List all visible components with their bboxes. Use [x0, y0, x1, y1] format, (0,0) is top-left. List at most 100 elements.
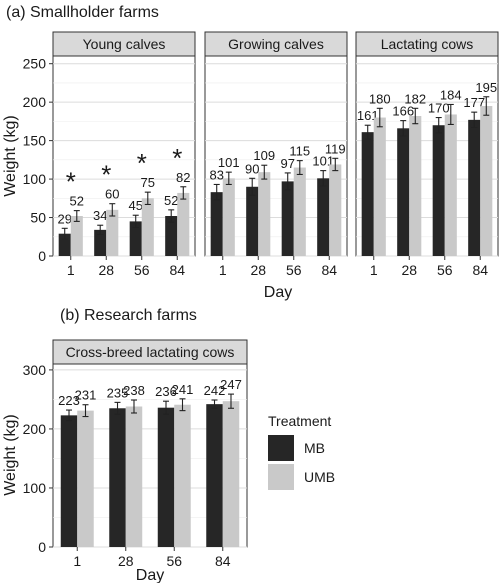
- y-tick-label: 100: [23, 171, 47, 187]
- bar-mb: [165, 216, 178, 256]
- bar-umb: [70, 216, 83, 256]
- panel-a-title: (a) Smallholder farms: [6, 4, 159, 21]
- y-axis-title-b: Weight (kg): [2, 414, 19, 496]
- y-tick-label: 150: [23, 133, 47, 149]
- significance-marker: *: [101, 160, 111, 190]
- x-tick-label: 56: [166, 553, 182, 569]
- x-tick-label: 1: [219, 262, 227, 278]
- facet-strip: [355, 31, 499, 57]
- panel-1: Growing calves18310128901095697115841011…: [204, 31, 348, 278]
- y-tick-label: 0: [38, 248, 46, 264]
- data-label: 34: [93, 208, 107, 223]
- data-label: 170: [428, 101, 450, 116]
- bar-umb: [106, 209, 119, 256]
- data-label: 101: [218, 155, 240, 170]
- data-label: 195: [475, 80, 497, 95]
- data-label: 161: [357, 108, 379, 123]
- data-label: 45: [128, 198, 142, 213]
- data-label: 97: [280, 156, 294, 171]
- bar-mb: [206, 404, 223, 547]
- legend: Treatment MB UMB: [268, 413, 335, 490]
- legend-label-umb: UMB: [304, 469, 335, 485]
- data-label: 82: [176, 170, 190, 185]
- panel-0: Young calves05010015020025012952*283460*…: [23, 31, 196, 278]
- data-label: 90: [245, 161, 259, 176]
- data-label: 83: [209, 167, 223, 182]
- x-tick-label: 84: [472, 262, 488, 278]
- data-label: 75: [141, 175, 155, 190]
- bar-mb: [109, 408, 126, 547]
- y-tick-label: 200: [23, 421, 47, 437]
- bar-umb: [409, 116, 422, 256]
- bar-umb: [258, 172, 271, 256]
- x-tick-label: 28: [401, 262, 417, 278]
- data-label: 60: [105, 187, 119, 202]
- bar-mb: [432, 125, 445, 256]
- data-label: 101: [312, 154, 334, 169]
- data-label: 180: [369, 91, 391, 106]
- x-tick-label: 84: [321, 262, 337, 278]
- bar-umb: [222, 401, 240, 547]
- x-tick-label: 84: [169, 262, 185, 278]
- y-tick-label: 100: [23, 480, 47, 496]
- data-label: 177: [463, 95, 485, 110]
- bar-mb: [317, 178, 330, 256]
- bar-umb: [177, 192, 190, 256]
- bar-umb: [329, 164, 342, 256]
- x-tick-label: 56: [134, 262, 150, 278]
- facet-strip: [52, 339, 248, 365]
- bar-umb: [293, 167, 306, 256]
- bar-umb: [480, 106, 493, 256]
- significance-marker: *: [137, 148, 147, 178]
- bar-mb: [397, 128, 410, 256]
- facet-strip: [52, 31, 196, 57]
- y-tick-label: 0: [38, 539, 46, 555]
- data-label: 241: [172, 382, 194, 397]
- bar-mb: [361, 132, 374, 256]
- charts: Young calves05010015020025012952*283460*…: [2, 31, 499, 583]
- panel-3: Cross-breed lactating cows 0 100 200 300 1 223…: [23, 339, 248, 569]
- data-label: 52: [164, 193, 178, 208]
- bar-umb: [373, 117, 386, 257]
- x-axis-title-b: Day: [136, 567, 164, 583]
- bar-mb: [157, 407, 175, 547]
- facet-strip: [204, 31, 348, 57]
- bar-mb: [281, 181, 294, 256]
- bar-umb: [222, 178, 235, 256]
- bar-mb: [60, 415, 78, 547]
- data-label: 236: [155, 384, 177, 399]
- data-label: 115: [289, 144, 310, 159]
- facet-title: Lactating cows: [381, 36, 474, 52]
- significance-marker: *: [66, 167, 76, 197]
- bar-mb: [246, 186, 259, 256]
- bar-mb: [58, 233, 71, 256]
- x-tick-label: 28: [250, 262, 266, 278]
- bar-umb: [444, 114, 457, 256]
- data-label: 223: [58, 393, 80, 408]
- data-label: 184: [440, 87, 462, 102]
- x-axis-title-a: Day: [264, 284, 292, 301]
- bar-mb: [94, 229, 107, 256]
- y-tick-label: 300: [23, 362, 47, 378]
- bar-umb: [125, 406, 143, 547]
- bar-mb: [210, 192, 223, 256]
- data-label: 119: [325, 141, 346, 156]
- data-label: 231: [75, 388, 97, 403]
- x-tick-label: 1: [370, 262, 378, 278]
- data-label: 238: [123, 383, 145, 398]
- legend-title: Treatment: [268, 413, 331, 429]
- bar-umb: [141, 198, 154, 256]
- x-tick-label: 1: [73, 553, 81, 569]
- data-label: 52: [70, 194, 84, 209]
- facet-title: Growing calves: [228, 36, 324, 52]
- bar-mb: [468, 119, 481, 256]
- y-tick-label: 250: [23, 56, 47, 72]
- x-tick-label: 84: [215, 553, 231, 569]
- facet-title: Cross-breed lactating cows: [66, 344, 235, 360]
- data-label: 235: [107, 385, 129, 400]
- bar-umb: [77, 410, 94, 547]
- bar-mb: [129, 221, 142, 256]
- legend-key-mb: [268, 435, 294, 461]
- data-label: 109: [253, 148, 275, 163]
